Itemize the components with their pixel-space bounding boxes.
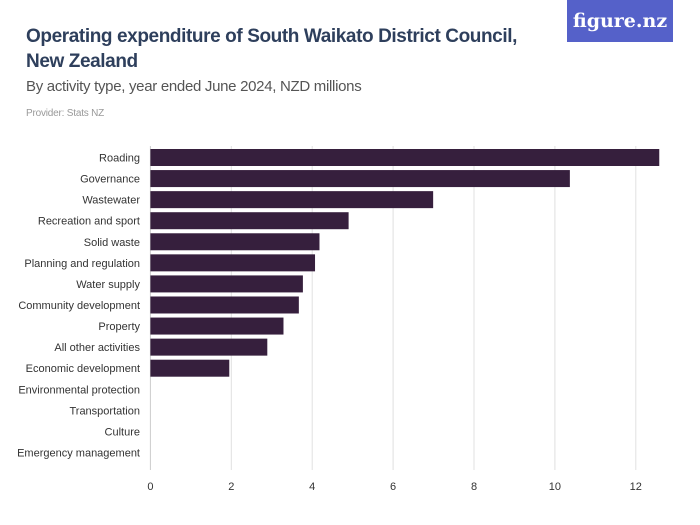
x-tick-label: 0 [147, 481, 153, 493]
bar [150, 317, 284, 335]
bar [150, 254, 316, 272]
x-tick-label: 4 [309, 481, 315, 493]
category-label: Transportation [69, 405, 140, 417]
x-tick-label: 8 [471, 481, 477, 493]
category-label: Governance [80, 174, 140, 186]
category-label: Recreation and sport [38, 216, 140, 228]
category-label: Water supply [76, 279, 140, 291]
category-label: Culture [105, 426, 140, 438]
category-label: Planning and regulation [24, 258, 140, 270]
category-label: Emergency management [17, 447, 140, 459]
bar [150, 296, 299, 314]
x-tick-label: 2 [228, 481, 234, 493]
bar [150, 149, 660, 166]
category-label: Solid waste [84, 237, 140, 249]
x-tick-label: 10 [549, 481, 561, 493]
category-label: Roading [99, 153, 140, 165]
category-label: Wastewater [82, 195, 140, 207]
figure-nz-logo[interactable]: figure.nz [567, 0, 673, 42]
chart-title: Operating expenditure of South Waikato D… [26, 26, 517, 72]
category-label: Environmental protection [18, 384, 140, 396]
bar [150, 170, 570, 188]
x-tick-label: 12 [630, 481, 642, 493]
bar [150, 233, 320, 251]
x-tick-label: 6 [390, 481, 396, 493]
category-label: Economic development [26, 363, 140, 375]
bar [150, 191, 434, 209]
provider-label: Provider: Stats NZ [26, 108, 105, 119]
category-label: Community development [18, 300, 140, 312]
category-label: Property [98, 321, 140, 333]
bar [150, 275, 303, 293]
bar [150, 359, 230, 377]
bar [150, 338, 268, 356]
bar [150, 212, 349, 230]
chart-subtitle: By activity type, year ended June 2024, … [26, 78, 362, 95]
category-label: All other activities [54, 342, 140, 354]
